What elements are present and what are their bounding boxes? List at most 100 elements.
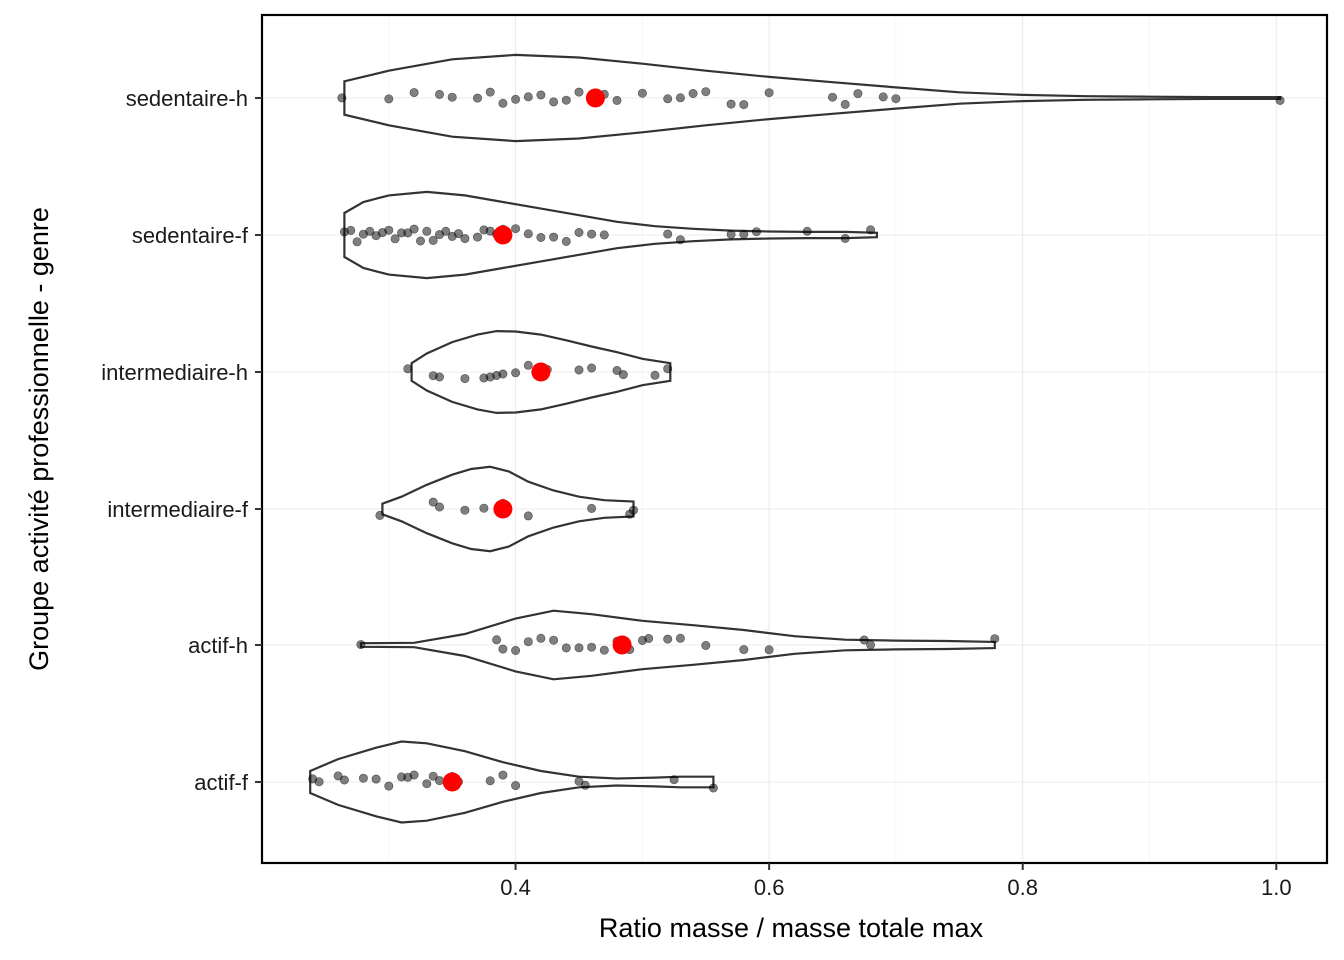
data-point xyxy=(878,92,888,102)
data-point xyxy=(663,634,673,644)
data-point xyxy=(409,88,419,98)
mean-point-sedentaire-f xyxy=(493,225,513,245)
data-point xyxy=(511,224,521,234)
data-point xyxy=(739,645,749,655)
data-point xyxy=(434,372,444,382)
data-point xyxy=(599,230,609,240)
data-point xyxy=(472,93,482,103)
data-point xyxy=(587,503,597,513)
data-point xyxy=(447,92,457,102)
data-point xyxy=(891,94,901,104)
data-point xyxy=(523,92,533,102)
mean-point-intermediaire-f xyxy=(493,499,513,519)
violin-actif-h xyxy=(359,609,996,681)
data-point xyxy=(415,236,425,246)
data-point xyxy=(549,635,559,645)
data-point xyxy=(434,89,444,99)
data-point xyxy=(511,94,521,104)
data-point xyxy=(739,100,749,110)
mean-point-actif-h xyxy=(612,635,632,655)
data-point xyxy=(523,511,533,521)
data-point xyxy=(498,98,508,108)
y-tick-label: sedentaire-f xyxy=(132,223,249,248)
data-point xyxy=(384,94,394,104)
data-point xyxy=(866,640,876,650)
data-point xyxy=(866,225,876,235)
y-tick-label: intermediaire-f xyxy=(107,497,248,522)
data-point xyxy=(375,510,385,520)
data-point xyxy=(485,87,495,97)
y-tick-label: intermediaire-h xyxy=(101,360,248,385)
data-point xyxy=(460,505,470,515)
data-point xyxy=(751,227,761,237)
data-point xyxy=(485,776,495,786)
data-point xyxy=(701,640,711,650)
data-point xyxy=(574,228,584,238)
data-point xyxy=(587,642,597,652)
data-point xyxy=(434,502,444,512)
data-point xyxy=(492,635,502,645)
data-point xyxy=(498,369,508,379)
data-point xyxy=(561,95,571,105)
data-point xyxy=(453,229,463,239)
data-point xyxy=(840,233,850,243)
data-point xyxy=(460,234,470,244)
data-point xyxy=(549,97,559,107)
data-point xyxy=(371,774,381,784)
data-point xyxy=(498,770,508,780)
data-point xyxy=(853,89,863,99)
data-point xyxy=(441,226,451,236)
data-point xyxy=(337,93,347,103)
data-point xyxy=(618,370,628,380)
data-point xyxy=(802,226,812,236)
y-tick-label: sedentaire-h xyxy=(126,86,248,111)
x-axis: 0.4 0.6 0.8 1.0 xyxy=(500,863,1292,900)
data-point xyxy=(764,645,774,655)
x-tick-label: 0.8 xyxy=(1007,875,1038,900)
y-axis: sedentaire-h sedentaire-f intermediaire-h i… xyxy=(101,86,262,795)
y-tick-label: actif-h xyxy=(188,633,248,658)
data-point xyxy=(764,88,774,98)
data-point xyxy=(669,775,679,785)
x-tick-label: 1.0 xyxy=(1261,875,1292,900)
data-point xyxy=(384,225,394,235)
data-point xyxy=(428,235,438,245)
data-point xyxy=(428,771,438,781)
data-point xyxy=(384,781,394,791)
data-point xyxy=(637,88,647,98)
data-point xyxy=(511,781,521,791)
violin-layer xyxy=(309,53,1282,824)
data-point xyxy=(599,645,609,655)
data-point xyxy=(356,640,366,650)
data-point xyxy=(472,232,482,242)
data-point xyxy=(434,776,444,786)
y-tick-label: actif-f xyxy=(194,770,249,795)
data-point xyxy=(511,645,521,655)
data-point xyxy=(352,237,362,247)
data-point xyxy=(827,92,837,102)
y-axis-title: Groupe activité professionnelle - genre xyxy=(24,207,54,671)
data-point xyxy=(726,229,736,239)
data-point xyxy=(574,87,584,97)
panel-border xyxy=(260,13,1329,865)
data-point xyxy=(574,776,584,786)
data-point xyxy=(663,94,673,104)
data-point xyxy=(675,235,685,245)
data-point xyxy=(549,232,559,242)
grid-layer xyxy=(262,15,1327,863)
data-point xyxy=(536,233,546,243)
mean-point-actif-f xyxy=(442,772,462,792)
data-point xyxy=(587,363,597,373)
data-point xyxy=(574,643,584,653)
data-point xyxy=(561,236,571,246)
data-point xyxy=(428,497,438,507)
data-point xyxy=(346,225,356,235)
data-point xyxy=(523,637,533,647)
data-point xyxy=(511,368,521,378)
data-point xyxy=(612,95,622,105)
data-point xyxy=(574,365,584,375)
data-point xyxy=(460,374,470,384)
data-point xyxy=(580,780,590,790)
data-point xyxy=(339,775,349,785)
